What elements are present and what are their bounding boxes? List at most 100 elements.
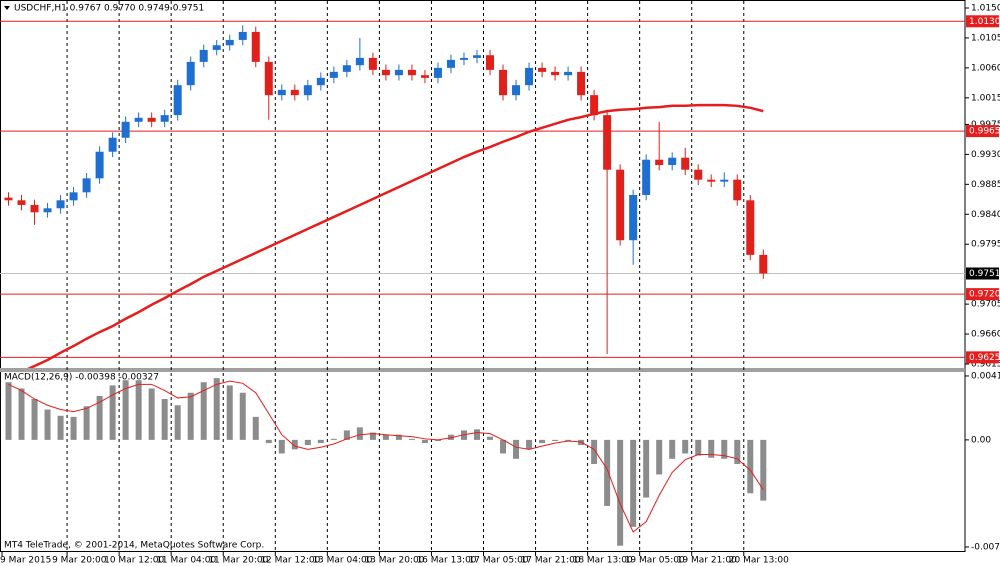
copyright: MT4 TeleTrade, © 2001-2014, MetaQuotes S… [4, 541, 264, 551]
y-tick-label: 0.00419 [971, 371, 1000, 381]
candle-body [551, 71, 560, 76]
candle-body [759, 254, 768, 274]
histogram-bar [5, 382, 12, 440]
candle-body [199, 49, 208, 62]
x-tick-label: 11 Mar 20:00 [208, 556, 268, 566]
histogram-bar [239, 392, 246, 440]
last-price-label: 0.9751 [969, 269, 1000, 279]
histogram-bar [500, 439, 507, 454]
candle-body [642, 159, 651, 195]
histogram-bar [487, 436, 494, 440]
histogram-bar [617, 439, 624, 546]
histogram-bar [343, 430, 350, 440]
histogram-bar [265, 439, 272, 444]
candle-body [4, 197, 13, 201]
histogram-bar [721, 439, 728, 459]
panel-separator [0, 368, 965, 372]
histogram-bar [682, 439, 689, 454]
y-tick-label: 0.9795 [971, 240, 1000, 250]
candle-body [733, 179, 742, 201]
histogram-bar [747, 439, 754, 494]
candle-body [225, 39, 234, 46]
histogram-bar [356, 427, 363, 440]
histogram-bar [656, 439, 663, 475]
candle-body [668, 157, 677, 166]
chart-title: USDCHF,H1 0.9767 0.9770 0.9749 0.9751 [14, 4, 204, 14]
y-tick-label: 1.0150 [971, 3, 1000, 13]
candle-body [82, 178, 91, 193]
candle-body [707, 179, 716, 182]
x-tick-label: 13 Mar 20:00 [364, 556, 424, 566]
candle-body [238, 31, 247, 40]
y-tick-label: 1.0060 [971, 63, 1000, 73]
histogram-bar [434, 439, 441, 441]
candle-body [212, 45, 221, 50]
histogram-bar [226, 385, 233, 440]
axes: 1.0150 1.0105 1.0060 1.0015 0.9975 0.9930 0.98… [0, 3, 1000, 565]
x-tick-label: 9 Mar 2015 [0, 556, 51, 566]
candle-body [394, 69, 403, 76]
x-tick-label: 11 Mar 04:00 [156, 556, 216, 566]
level-tag [966, 125, 999, 138]
histogram-bar [552, 439, 559, 441]
candle-body [17, 200, 26, 205]
histogram-bar [135, 380, 142, 440]
histogram-bar [369, 432, 376, 440]
y-tick-label: 0.9885 [971, 180, 1000, 190]
histogram-bar [734, 439, 741, 464]
x-tick-label: 13 Mar 04:00 [312, 556, 372, 566]
level-tag-label: 1.0130 [969, 17, 1000, 27]
grid [66, 1, 745, 552]
candle-body [342, 65, 351, 72]
candle-body [43, 208, 52, 213]
histogram-bar [70, 416, 77, 440]
histogram-bar [304, 439, 311, 446]
candle-body [512, 85, 521, 96]
histogram-bar [161, 399, 168, 440]
histogram-bar [473, 429, 480, 440]
candle-body [56, 200, 65, 209]
candle-body [655, 159, 664, 166]
moving-average [27, 103, 764, 368]
histogram-bar [83, 406, 90, 440]
histogram-bar [57, 415, 64, 440]
candle-body [603, 115, 612, 170]
candle-body [472, 55, 481, 58]
x-tick-label: 16 Mar 13:00 [416, 556, 476, 566]
histogram-bar [513, 439, 520, 459]
histogram-bar [252, 416, 259, 440]
candle-body [30, 204, 39, 213]
signal-line [8, 380, 764, 533]
candle-body [69, 192, 78, 201]
histogram-bar [669, 439, 676, 459]
indicator-title: MACD(12,26,9) -0.00398 -0.00327 [4, 373, 159, 383]
candle-body [173, 85, 182, 116]
candle-body [499, 69, 508, 96]
candle-body [577, 71, 586, 96]
histogram-bar [278, 439, 285, 454]
level-tag-label: 0.9965 [969, 127, 1000, 137]
y-tick-label: 0.9930 [971, 150, 1000, 160]
histogram-bar [643, 439, 650, 498]
histogram-bar [760, 439, 767, 501]
candle-body [277, 89, 286, 96]
histogram-bar [539, 439, 546, 444]
candle-body [590, 95, 599, 116]
histogram-bar [604, 439, 611, 506]
candle-body [720, 179, 729, 182]
level-tag [966, 351, 999, 364]
histogram-bar [382, 434, 389, 440]
histogram-bar [187, 392, 194, 440]
y-tick-label: -0.00702 [971, 542, 1000, 552]
histogram-bar [18, 388, 25, 440]
histogram-bar [44, 409, 51, 440]
candle-body [433, 67, 442, 78]
candle-body [108, 137, 117, 152]
menu-arrow[interactable] [4, 6, 10, 10]
last-price-tag [966, 267, 999, 280]
candle-body [160, 115, 169, 122]
price-panel [0, 20, 965, 368]
histogram-bar [708, 439, 715, 458]
histogram-bar [630, 439, 637, 527]
candle-body [681, 157, 690, 170]
